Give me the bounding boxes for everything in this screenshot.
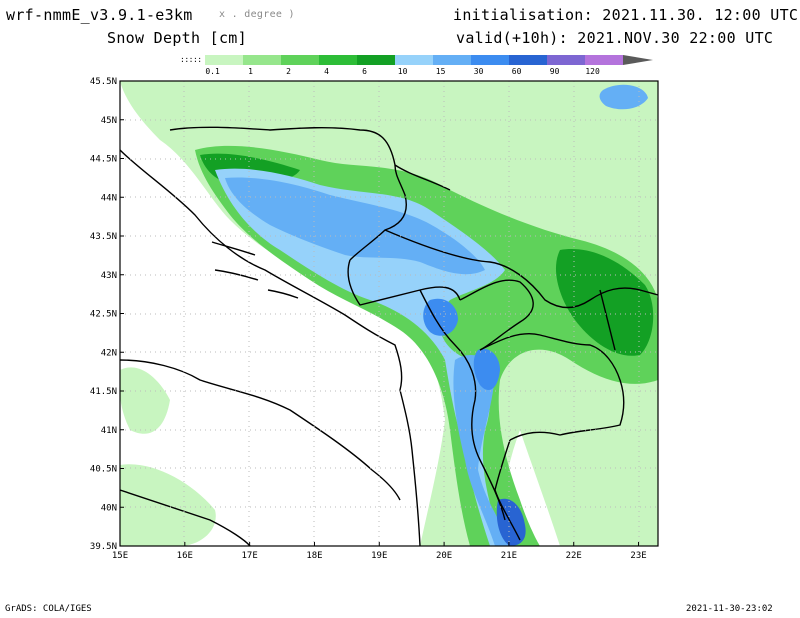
colorbar-low-mark: :::::: [180, 55, 202, 64]
latitude-label: 44.5N: [90, 155, 117, 165]
italy-heel: [120, 489, 251, 546]
colorbar-label: 60: [511, 67, 522, 76]
border-montenegro: [347, 259, 461, 306]
latitude-label: 40N: [101, 503, 117, 513]
colorbar-swatch: [205, 55, 243, 65]
colorbar-swatch: [243, 55, 281, 65]
longitude-label: 21E: [501, 551, 517, 561]
latitude-label: 45.5N: [90, 77, 117, 87]
border-albania: [419, 289, 506, 521]
latitude-label: 43.5N: [90, 232, 117, 242]
longitude-label: 22E: [566, 551, 582, 561]
colorbar-swatch: [471, 55, 509, 65]
latitude-label: 42.5N: [90, 310, 117, 320]
colorbar-swatch: [585, 55, 623, 65]
colorbar-label: 90: [549, 67, 560, 76]
border-greece: [494, 439, 521, 541]
snow-region-darkblue-ne: [599, 84, 648, 110]
border-bulgaria: [599, 289, 616, 351]
snow-region-light-west: [120, 367, 170, 434]
croatian-islands-1: [211, 241, 256, 256]
longitude-label: 16E: [177, 551, 193, 561]
border-macedonia: [479, 333, 625, 441]
longitude-label: 20E: [436, 551, 452, 561]
latitude-label: 39.5N: [90, 542, 117, 552]
adriatic-coast: [120, 149, 421, 546]
latitude-label: 40.5N: [90, 465, 117, 475]
axis-labels: 45.5N 45N 44.5N 44N 43.5N 43N 42.5N 42N 41.5N 41N…: [90, 77, 647, 561]
model-name: wrf-nmmE_v3.9.1-e3km: [6, 6, 193, 24]
snow-region-blue: [225, 177, 485, 275]
latitude-label: 41N: [101, 426, 117, 436]
colorbar-swatch: [395, 55, 433, 65]
croatian-islands-3: [267, 289, 299, 299]
colorbar-swatch: [623, 55, 653, 65]
border-kosovo: [459, 279, 534, 351]
croatian-islands-2: [214, 269, 259, 281]
colorbar-label: 120: [585, 67, 600, 76]
coastlines-borders: [120, 126, 658, 546]
colorbar-label: 10: [397, 67, 408, 76]
longitude-label: 23E: [630, 551, 646, 561]
colorbar-label: 15: [435, 67, 446, 76]
colorbar-swatch: [281, 55, 319, 65]
latitude-label: 41.5N: [90, 387, 117, 397]
latitude-label: 44N: [101, 193, 117, 203]
snow-region-light-south: [120, 464, 216, 546]
longitude-label: 17E: [242, 551, 258, 561]
longitude-label: 19E: [371, 551, 387, 561]
snow-depth-field: [120, 81, 658, 546]
colorbar-label: 0.1: [205, 67, 220, 76]
latitude-label: 42N: [101, 348, 117, 358]
colorbar-swatch: [547, 55, 585, 65]
latitude-label: 43N: [101, 271, 117, 281]
render-timestamp: 2021-11-30-23:02: [686, 604, 773, 614]
border-bosnia: [349, 164, 407, 261]
colorbar-label: 1: [248, 67, 254, 76]
snow-region-darkblue-1: [423, 298, 458, 336]
valid-time: valid(+10h): 2021.NOV.30 22:00 UTC: [456, 29, 774, 47]
snow-region-darkblue-2: [473, 348, 500, 390]
degree-note: x . degree ): [219, 9, 295, 20]
snow-region-darkgreen-east: [555, 249, 654, 356]
colorbar-label: 30: [473, 67, 484, 76]
border-north: [169, 126, 451, 191]
colorbar-label: 2: [286, 67, 292, 76]
colorbar-swatch: [319, 55, 357, 65]
longitude-label: 18E: [306, 551, 322, 561]
italy-coast: [120, 359, 401, 501]
field-name: Snow Depth [cm]: [107, 29, 247, 47]
colorbar-label: 6: [362, 67, 368, 76]
colorbar-swatch: [509, 55, 547, 65]
colorbar-label: 4: [324, 67, 330, 76]
latitude-label: 45N: [101, 116, 117, 126]
longitude-label: 15E: [112, 551, 128, 561]
grads-credit: GrADS: COLA/IGES: [5, 604, 92, 614]
snow-region-blue-south: [453, 355, 512, 546]
colorbar-swatch: [357, 55, 395, 65]
init-time: initialisation: 2021.11.30. 12:00 UTC: [453, 6, 799, 24]
border-serbia: [384, 229, 658, 309]
colorbar-swatch: [433, 55, 471, 65]
